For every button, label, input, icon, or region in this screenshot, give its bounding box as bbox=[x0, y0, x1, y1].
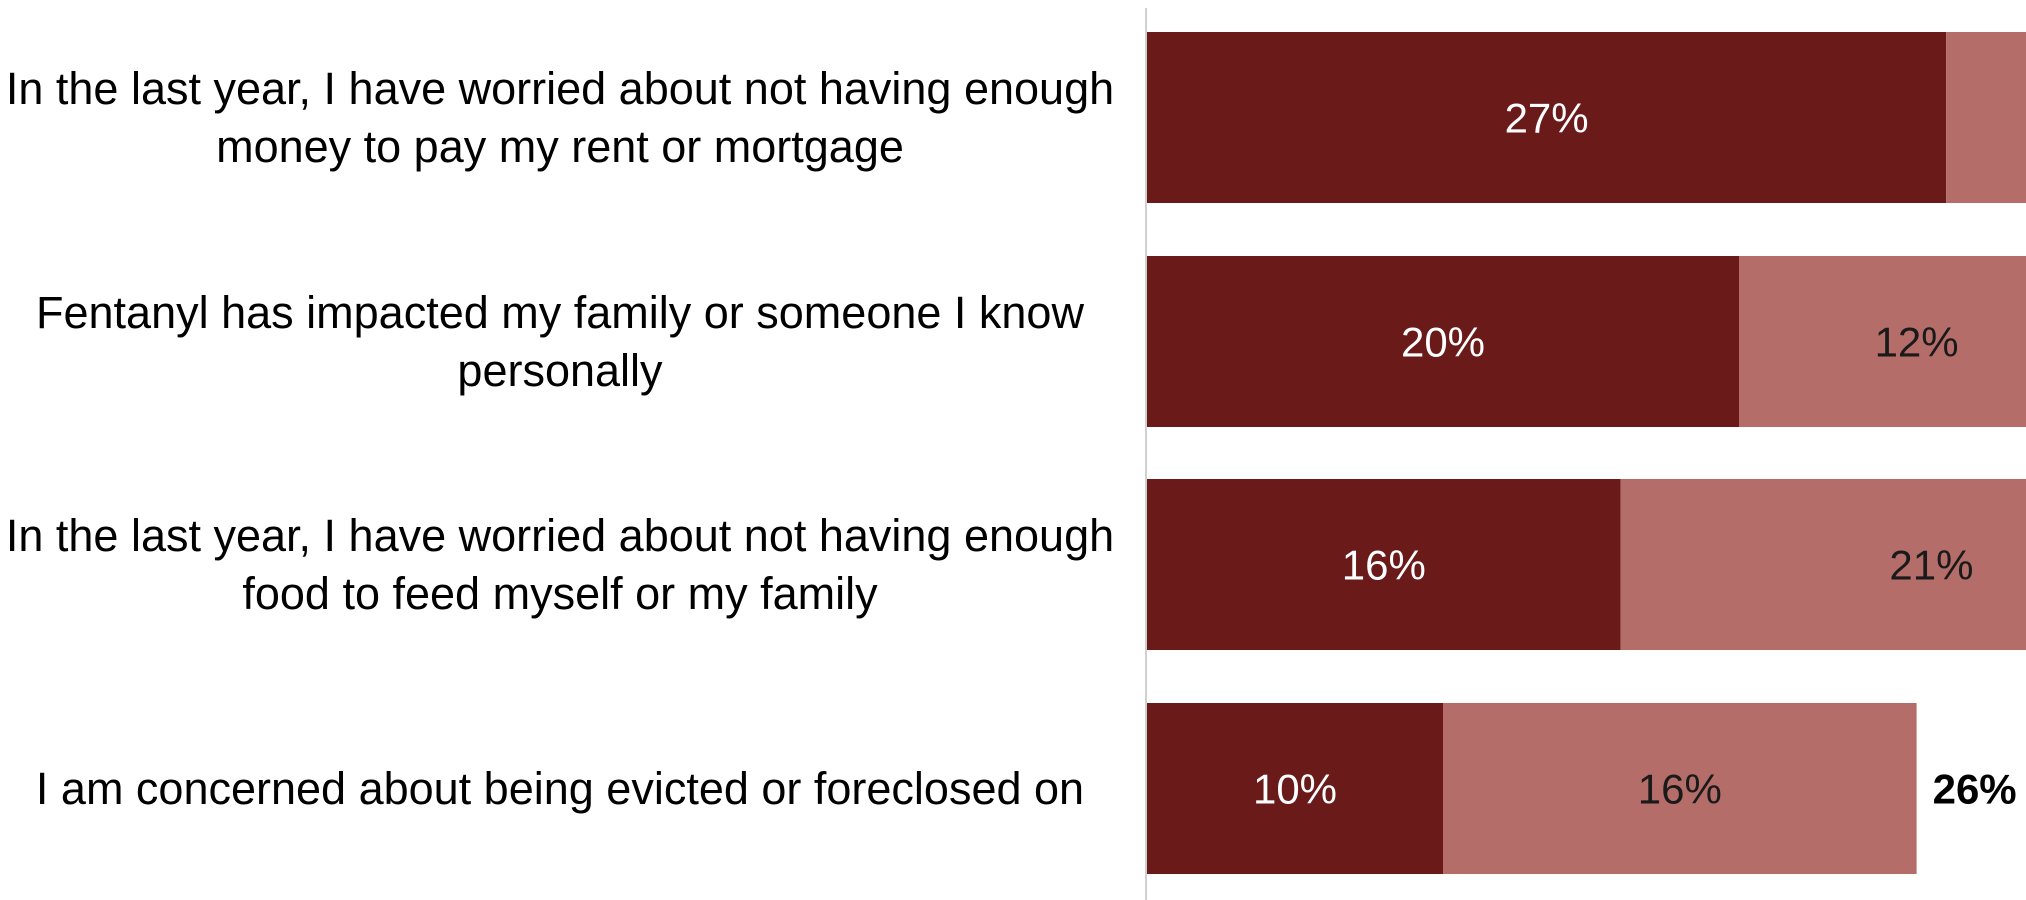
bar-segment bbox=[1443, 703, 1917, 874]
bar-value-label: 16% bbox=[1638, 766, 1722, 813]
category-label: Fentanyl has impacted my family or someo… bbox=[0, 256, 1120, 427]
category-label-line: I am concerned about being evicted or fo… bbox=[35, 762, 1085, 814]
category-label-line: In the last year, I have worried about n… bbox=[5, 509, 1115, 561]
category-label-text: Fentanyl has impacted my family or someo… bbox=[36, 284, 1084, 400]
category-label: In the last year, I have worried about n… bbox=[0, 32, 1120, 203]
category-label: I am concerned about being evicted or fo… bbox=[0, 703, 1120, 874]
bar-segment bbox=[1147, 479, 1621, 650]
category-label-line: Fentanyl has impacted my family or someo… bbox=[36, 286, 1084, 338]
category-label-line: personally bbox=[457, 344, 663, 396]
category-label-text: In the last year, I have worried about n… bbox=[6, 60, 1114, 176]
category-label-line: money to pay my rent or mortgage bbox=[216, 120, 904, 172]
bar-value-label: 16% bbox=[1342, 542, 1426, 589]
bar-segment bbox=[1946, 32, 2026, 203]
bar-segment bbox=[1620, 479, 2026, 650]
bar-value-label: 27% bbox=[1505, 95, 1589, 142]
bar-total-label: 26% bbox=[1933, 766, 2017, 813]
bar-value-label: 10% bbox=[1253, 766, 1337, 813]
bar-segment bbox=[1739, 256, 2026, 427]
category-label-text: I am concerned about being evicted or fo… bbox=[36, 760, 1084, 818]
category-label-text: In the last year, I have worried about n… bbox=[6, 507, 1114, 623]
bar-value-label: 20% bbox=[1401, 319, 1485, 366]
bar-segment bbox=[1147, 256, 1739, 427]
bar-value-label: 21% bbox=[1889, 542, 1973, 589]
bar-segment bbox=[1147, 32, 1947, 203]
bar-value-label: 12% bbox=[1875, 319, 1959, 366]
bar-segment bbox=[1147, 703, 1443, 874]
category-label: In the last year, I have worried about n… bbox=[0, 479, 1120, 650]
category-label-line: food to feed myself or my family bbox=[242, 567, 878, 619]
bars-group: 27%25%52%20%12%32%16%21%37%10%16%26% bbox=[1147, 32, 2026, 874]
category-label-line: In the last year, I have worried about n… bbox=[5, 62, 1115, 114]
